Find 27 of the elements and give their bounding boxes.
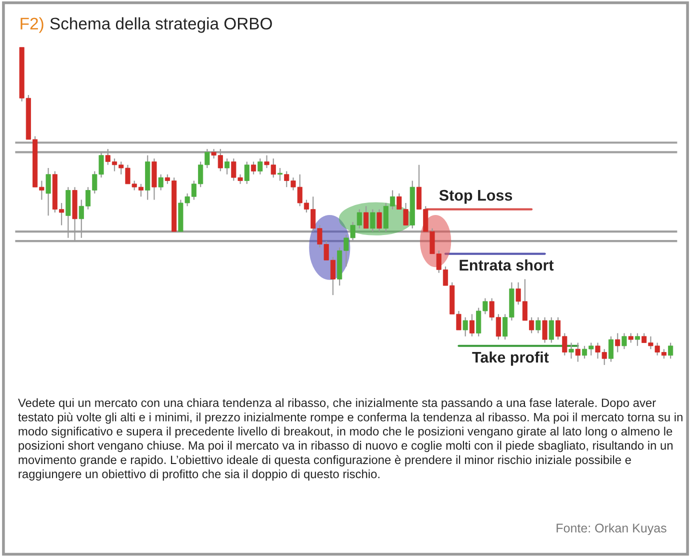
annotation: Take profit — [472, 351, 549, 366]
candlestick — [542, 316, 548, 344]
annotation: Entrata short — [460, 259, 554, 271]
candlestick — [469, 314, 474, 337]
annotation: Stop Loss — [439, 190, 512, 204]
candlestick — [608, 336, 614, 362]
candlestick — [462, 316, 468, 337]
candlestick — [224, 158, 230, 175]
candlestick — [628, 332, 634, 344]
candlestick — [615, 332, 620, 353]
candlestick — [244, 161, 250, 184]
candlestick — [575, 342, 580, 362]
chart-title: F2) Schema della strategia ORBO — [20, 17, 272, 33]
source-note: Fonte: Orkan Kuyas — [556, 523, 666, 535]
candlestick — [568, 342, 574, 360]
candlestick — [277, 167, 283, 182]
candlestick — [158, 174, 164, 191]
candlestick — [668, 342, 674, 360]
candlestick — [250, 161, 256, 175]
candlestick — [364, 206, 369, 229]
candlestick — [46, 167, 51, 216]
candlestick — [548, 316, 554, 344]
candlestick — [622, 332, 627, 350]
candlestick — [536, 316, 541, 334]
text: Vedete qui un mercato con una chiara tendenza al ribasso, che inizialmente sta passando a una fase laterale. Dopo aver testato più volte gli alti e i minimi, il prezzo inizialmente rompe e conferma la tendenza al ribasso. Ma poi il mercato torna su in modo significativo e supera il precedente livello di breakout, in modo che le posizioni vengano girate al lato long o almeno le posizioni short vengano chiuse. Ma poi il mercato va in ribasso di nuovo e coglie molti con il piede sbagliato, risultando in un movimento grande e rapido. L’obiettivo ideale di questa configurazione è prendere il minor rischio iniziale possibile e raggiungere un obiettivo di profitto che sia il doppio di questo rischio. — [18, 398, 682, 481]
candlestick — [634, 332, 640, 346]
candlestick — [258, 158, 263, 175]
